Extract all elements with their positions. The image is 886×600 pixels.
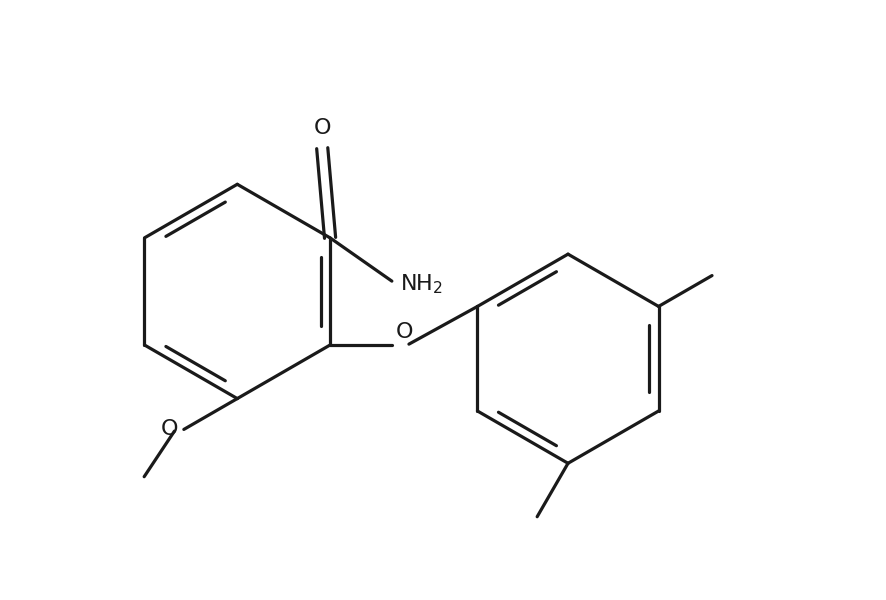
Text: NH$_2$: NH$_2$ bbox=[400, 273, 444, 296]
Text: O: O bbox=[314, 118, 331, 138]
Text: O: O bbox=[161, 419, 179, 439]
Text: O: O bbox=[396, 322, 414, 341]
